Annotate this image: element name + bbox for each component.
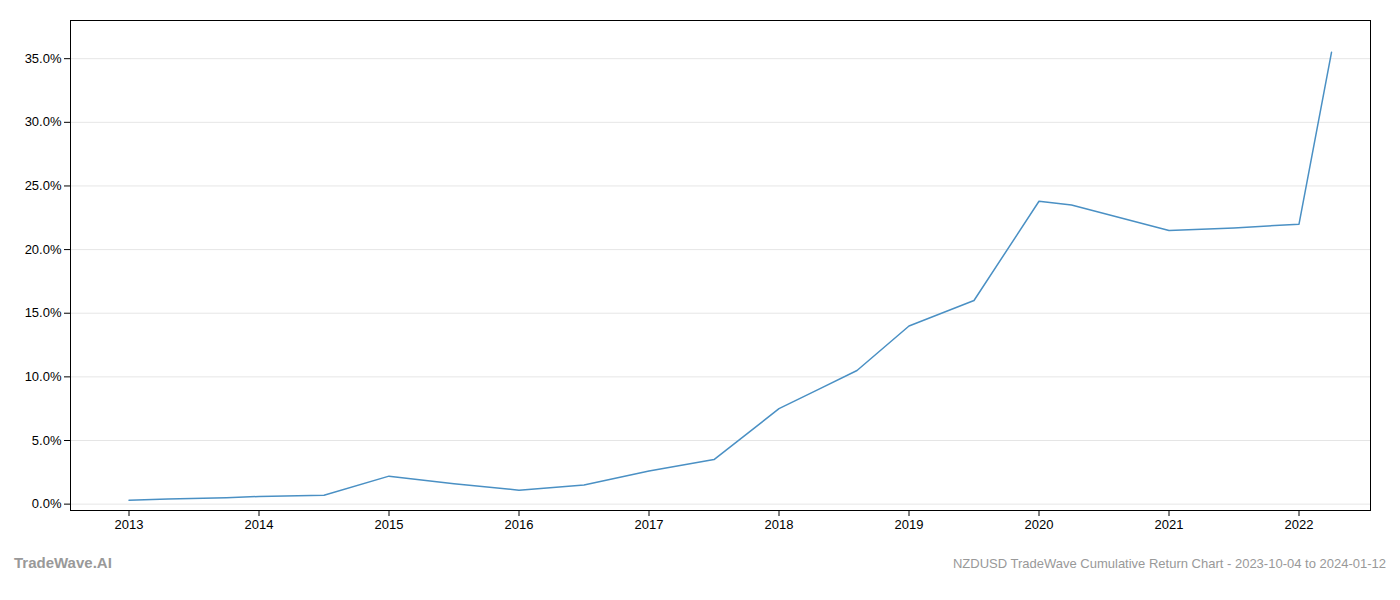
svg-text:2018: 2018 (765, 517, 794, 532)
svg-text:2022: 2022 (1285, 517, 1314, 532)
svg-text:2021: 2021 (1155, 517, 1184, 532)
svg-text:2020: 2020 (1025, 517, 1054, 532)
svg-text:10.0%: 10.0% (25, 369, 62, 384)
svg-text:2015: 2015 (375, 517, 404, 532)
svg-text:2013: 2013 (115, 517, 144, 532)
svg-text:0.0%: 0.0% (32, 496, 62, 511)
svg-text:25.0%: 25.0% (25, 178, 62, 193)
html-text:TradeWave.AI: TradeWave.AI (14, 554, 112, 571)
svg-text:2016: 2016 (505, 517, 534, 532)
svg-text:2017: 2017 (635, 517, 664, 532)
svg-text:2019: 2019 (895, 517, 924, 532)
svg-text:2014: 2014 (245, 517, 274, 532)
svg-text:5.0%: 5.0% (32, 433, 62, 448)
svg-text:20.0%: 20.0% (25, 242, 62, 257)
svg-text:35.0%: 35.0% (25, 51, 62, 66)
svg-text:15.0%: 15.0% (25, 305, 62, 320)
svg-text:30.0%: 30.0% (25, 114, 62, 129)
html-text:NZDUSD TradeWave Cumulative Re: NZDUSD TradeWave Cumulative Return Chart… (952, 556, 1386, 571)
